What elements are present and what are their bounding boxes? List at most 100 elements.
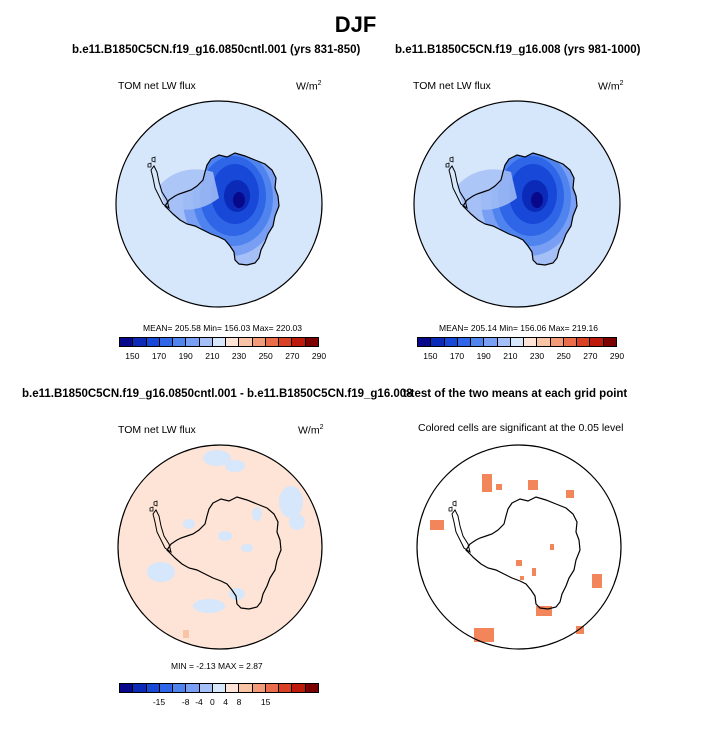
colorbar-tick-label: 210: [205, 351, 220, 361]
island: [452, 500, 457, 507]
significant-cell: [474, 628, 494, 642]
panel1-variable-label: TOM net LW flux: [118, 80, 196, 92]
colorbar-swatch: [199, 338, 213, 346]
coastline: [164, 152, 280, 266]
island: [151, 156, 156, 163]
map-border: [416, 444, 622, 650]
negative-anomaly-patch: [147, 562, 175, 582]
panel1-title: b.e11.B1850C5CN.f19_g16.0850cntl.001 (yr…: [72, 44, 361, 56]
colorbar-tick-label: 270: [583, 351, 598, 361]
colorbar-tick-label: 250: [258, 351, 273, 361]
coastline: [166, 496, 282, 610]
positive-anomaly-patch: [183, 630, 189, 638]
colorbar-tick-label: 15: [260, 697, 271, 707]
negative-anomaly-patch: [218, 531, 232, 541]
colorbar-tick-label: 150: [125, 351, 140, 361]
colorbar-tick-label: 270: [285, 351, 300, 361]
colorbar-tick-label: 250: [556, 351, 571, 361]
colorbar-tick-label: 190: [476, 351, 491, 361]
peninsula-coastline: [448, 165, 468, 210]
coastline: [462, 152, 578, 266]
colorbar-swatch: [186, 338, 200, 346]
negative-anomaly-patch: [225, 460, 245, 472]
colorbar-swatch: [226, 684, 240, 692]
island: [445, 162, 450, 168]
significant-cell: [566, 490, 574, 498]
colorbar-swatch: [133, 684, 147, 692]
panel4-map: [416, 444, 622, 650]
colorbar-tick-label: 4: [223, 697, 229, 707]
significant-cell: [592, 574, 602, 588]
ice-shelf-shading: [159, 169, 219, 210]
significant-cell: [496, 484, 502, 490]
colorbar-swatch: [524, 338, 538, 346]
panel4-subtitle: Colored cells are significant at the 0.0…: [418, 422, 624, 434]
ice-shelf-shading: [457, 169, 517, 210]
colorbar-swatch: [510, 338, 525, 346]
negative-anomaly-patch: [252, 507, 262, 521]
peninsula-coastline: [152, 509, 172, 554]
island: [153, 500, 158, 507]
significant-cell: [550, 544, 554, 550]
panel3-stats: MIN = -2.13 MAX = 2.87: [171, 661, 263, 671]
colorbar-swatch: [577, 338, 591, 346]
colorbar-swatch: [292, 684, 306, 692]
colorbar-swatch: [471, 338, 485, 346]
colorbar-swatch: [252, 338, 266, 346]
colorbar-swatch: [239, 338, 253, 346]
colorbar-swatch: [265, 338, 280, 346]
colorbar-swatch: [199, 684, 213, 692]
colorbar-tick-label: 170: [151, 351, 167, 361]
island: [149, 506, 154, 512]
colorbar-swatch: [212, 338, 227, 346]
colorbar-tick-label: -4: [195, 697, 203, 707]
panel1-colorbar: 150 170 190 210 230 250 270 290: [119, 337, 326, 361]
colorbar-bar: [119, 337, 319, 347]
panel1-map: [115, 100, 323, 308]
significant-cell: [528, 480, 538, 490]
panel3-title: b.e11.B1850C5CN.f19_g16.0850cntl.001 - b…: [22, 388, 413, 400]
island: [448, 506, 453, 512]
colorbar-tick-label: -8: [181, 697, 190, 707]
map-border: [413, 100, 621, 308]
colorbar-swatch: [133, 338, 147, 346]
colorbar-tick-label: 0: [209, 697, 215, 707]
colorbar-swatch: [418, 338, 432, 346]
colorbar-tick-label: 230: [529, 351, 545, 361]
colorbar-swatch: [120, 338, 134, 346]
colorbar-swatch: [550, 338, 564, 346]
island: [449, 156, 454, 163]
map-border: [117, 444, 323, 650]
colorbar-swatch: [431, 338, 445, 346]
colorbar-swatch: [590, 338, 604, 346]
colorbar-bar: [417, 337, 617, 347]
significant-cell: [576, 626, 584, 634]
negative-anomaly-patch: [241, 544, 253, 552]
colorbar-swatch: [226, 338, 240, 346]
colorbar-swatch: [444, 338, 458, 346]
colorbar-swatch: [279, 684, 293, 692]
ocean: [118, 445, 322, 649]
panel3-variable-label: TOM net LW flux: [118, 424, 196, 436]
colorbar-swatch: [159, 684, 174, 692]
colorbar-swatch: [252, 684, 266, 692]
negative-anomaly-patch: [183, 519, 195, 529]
colorbar-swatch: [146, 684, 160, 692]
colorbar-swatch: [279, 338, 293, 346]
panel1-stats: MEAN= 205.58 Min= 156.03 Max= 220.03: [143, 323, 303, 333]
panel3-units-label: W/m2: [298, 424, 324, 437]
colorbar-tick-label: 190: [178, 351, 193, 361]
colorbar-tick-label: 230: [231, 351, 247, 361]
significant-cell: [482, 474, 492, 492]
negative-anomaly-patch: [289, 514, 305, 530]
colorbar-swatch: [159, 338, 174, 346]
colorbar-swatch: [484, 338, 498, 346]
panel3-colorbar: -15 -8 -4 0 4 8 15: [119, 683, 319, 707]
ocean: [417, 445, 621, 649]
colorbar-swatch: [305, 684, 318, 692]
colorbar-tick-label: -15: [152, 697, 166, 707]
panel2-units-label: W/m2: [598, 80, 624, 93]
significant-cell: [516, 560, 522, 566]
panel2-variable-label: TOM net LW flux: [413, 80, 491, 92]
panel2-title: b.e11.B1850C5CN.f19_g16.008 (yrs 981-100…: [395, 44, 641, 56]
